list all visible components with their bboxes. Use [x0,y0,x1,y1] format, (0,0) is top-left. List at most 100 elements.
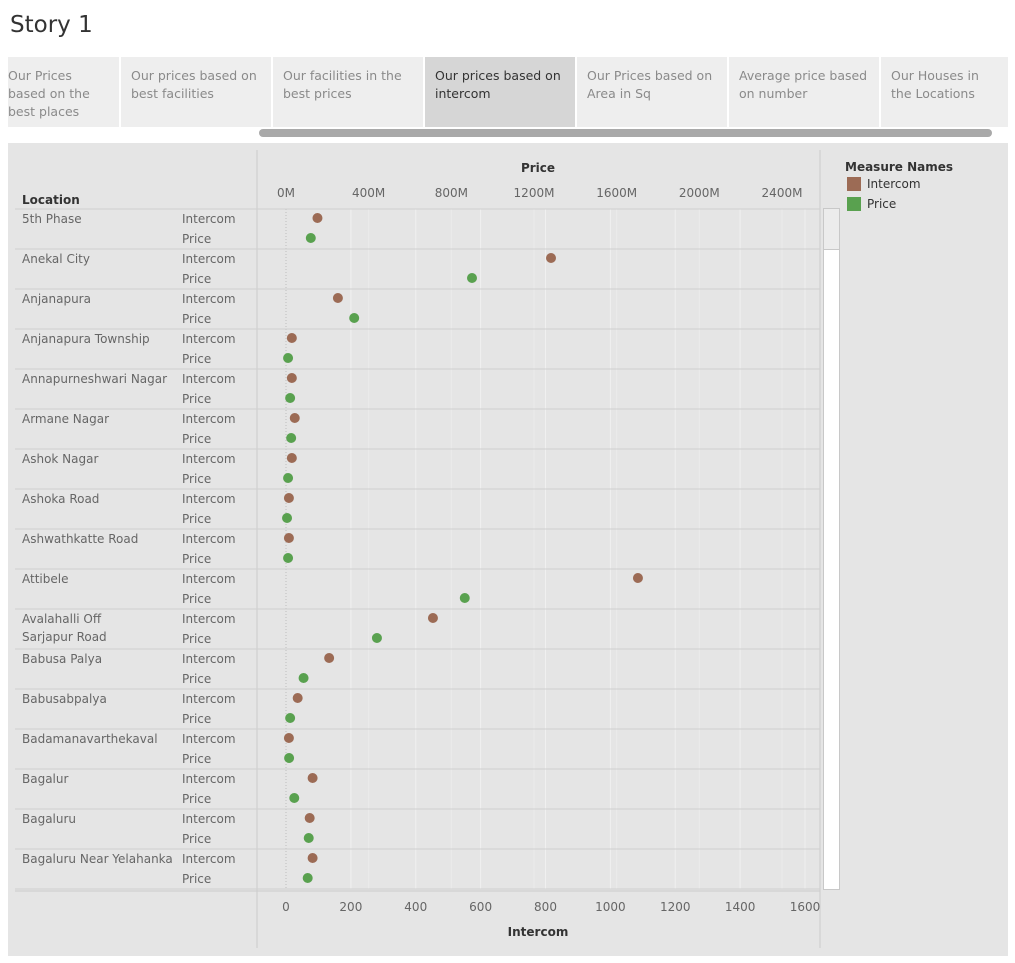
intercom-dot[interactable] [286,333,297,343]
location-label: Bagalur [22,772,68,786]
price-dot[interactable] [371,633,382,643]
location-label: Annapurneshwari Nagar [22,372,167,386]
intercom-dot[interactable] [332,293,343,303]
measure-label: Intercom [182,852,236,866]
intercom-dot[interactable] [307,853,318,863]
legend-item-price[interactable]: Price [847,197,896,211]
price-dot[interactable] [283,553,294,563]
viz-area [8,143,1008,956]
price-dot[interactable] [459,593,470,603]
tab-label: Our Prices based on Area in Sq [587,68,713,101]
legend-title: Measure Names [845,160,954,174]
tab-label: Our Houses in the Locations [891,68,979,101]
location-label: Anjanapura [22,292,91,306]
top-axis-tick-label: 2400M [762,186,803,200]
location-label: Ashoka Road [22,492,99,506]
price-dot[interactable] [289,793,300,803]
intercom-dot[interactable] [292,693,303,703]
intercom-dot[interactable] [283,733,294,743]
bottom-axis-tick-label: 400 [404,900,427,914]
measure-label: Price [182,832,211,846]
intercom-dot[interactable] [304,813,315,823]
location-label: 5th Phase [22,212,82,226]
tab-best-places[interactable]: Our Prices based on the best places [8,57,119,127]
measure-label: Price [182,232,211,246]
price-dot[interactable] [285,713,296,723]
intercom-dot[interactable] [546,253,557,263]
location-label: Armane Nagar [22,412,109,426]
intercom-dot[interactable] [312,213,323,223]
tab-average-price[interactable]: Average price based on number [729,57,879,127]
top-axis-tick-label: 0M [277,186,295,200]
measure-label: Price [182,672,211,686]
location-label: Ashok Nagar [22,452,98,466]
tab-intercom[interactable]: Our prices based on intercom [425,57,575,127]
price-dot[interactable] [467,273,477,283]
tab-label: Our prices based on intercom [435,68,561,101]
price-dot[interactable] [286,433,297,443]
bottom-axis-tick-label: 1600 [790,900,821,914]
measure-label: Intercom [182,652,236,666]
measure-label: Price [182,632,211,646]
top-axis-tick-label: 1600M [596,186,637,200]
top-axis-tick-label: 800M [435,186,468,200]
legend-item-intercom[interactable]: Intercom [847,177,921,191]
bottom-axis-tick-label: 1400 [725,900,756,914]
price-dot[interactable] [349,313,360,323]
intercom-dot[interactable] [324,653,335,663]
price-dot[interactable] [298,673,309,683]
bottom-axis-title: Intercom [507,925,569,939]
measure-label: Intercom [182,292,236,306]
top-axis-tick-label: 400M [352,186,385,200]
tab-area-in-sq[interactable]: Our Prices based on Area in Sq [577,57,727,127]
tab-label: Our facilities in the best prices [283,68,402,101]
price-dot[interactable] [305,233,316,243]
intercom-dot[interactable] [632,573,643,583]
intercom-dot[interactable] [286,373,297,383]
tab-label: Our prices based on best facilities [131,68,257,101]
top-axis-tick-label: 2000M [679,186,720,200]
measure-label: Intercom [182,212,236,226]
measure-label: Intercom [182,612,236,626]
bottom-axis-tick-label: 0 [282,900,290,914]
intercom-dot[interactable] [289,413,300,423]
tab-facilities-best-prices[interactable]: Our facilities in the best prices [273,57,423,127]
measure-label: Intercom [182,372,236,386]
price-dot[interactable] [302,873,313,883]
bottom-axis-tick-label: 1000 [595,900,626,914]
measure-label: Price [182,272,211,286]
intercom-dot[interactable] [283,493,294,503]
price-dot[interactable] [303,833,314,843]
measure-label: Price [182,592,211,606]
tab-best-facilities[interactable]: Our prices based on best facilities [121,57,271,127]
tab-label: Our Prices based on the best places [8,68,90,119]
tabs-horizontal-scrollbar[interactable] [259,129,992,137]
price-dot[interactable] [283,473,294,483]
legend-label: Intercom [867,177,921,191]
bottom-axis-tick-label: 800 [534,900,557,914]
measure-label: Intercom [182,572,236,586]
legend-swatch-price [847,197,861,211]
intercom-dot[interactable] [427,613,438,623]
intercom-dot[interactable] [286,453,297,463]
location-label: Babusa Palya [22,652,102,666]
location-label: Ashwathkatte Road [22,532,138,546]
intercom-dot[interactable] [283,533,294,543]
legend-swatch-intercom [847,177,861,191]
location-label: Bagaluru [22,812,76,826]
vertical-scrollbar-thumb[interactable] [824,209,839,250]
measure-label: Price [182,712,211,726]
location-label: Avalahalli Off [22,612,102,626]
vertical-scrollbar[interactable] [823,208,840,890]
price-dot[interactable] [284,753,295,763]
measure-label: Price [182,432,211,446]
price-dot[interactable] [283,353,294,363]
measure-label: Price [182,552,211,566]
price-dot[interactable] [282,513,293,523]
intercom-dot[interactable] [307,773,318,783]
tab-houses-locations[interactable]: Our Houses in the Locations [881,57,1008,127]
measure-label: Intercom [182,732,236,746]
location-label: Anekal City [22,252,90,266]
price-dot[interactable] [285,393,296,403]
